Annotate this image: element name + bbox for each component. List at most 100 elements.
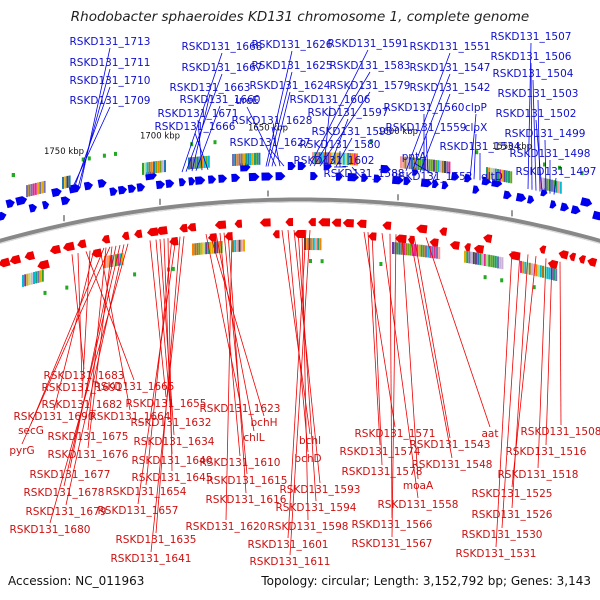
cog-block-outer: [406, 156, 409, 169]
reverse-gene: [449, 241, 460, 250]
cog-block-inner: [394, 242, 397, 255]
reverse-gene-shape: [285, 218, 294, 227]
gene-label-reverse: bchH: [251, 417, 278, 429]
reverse-gene: [214, 220, 227, 230]
reverse-gene: [285, 218, 294, 227]
cog-block-outer: [157, 160, 160, 173]
gene-label-forward-leader: [425, 133, 429, 174]
gene-label-reverse: RSKD131_1682: [42, 399, 123, 411]
forward-gene: [391, 175, 404, 185]
gene-label-forward-leader: [530, 62, 533, 190]
cog-block-inner: [553, 268, 555, 281]
cog-block-inner: [240, 239, 243, 252]
cog-block-outer: [435, 160, 438, 172]
cog-block-outer: [190, 157, 193, 170]
cog-block-outer: [501, 169, 504, 182]
cog-block-inner: [438, 247, 441, 259]
cog-block-inner: [464, 250, 466, 263]
rna-marker: [475, 150, 479, 155]
gene-label-forward-leader: [309, 49, 369, 167]
cog-block-inner: [198, 242, 201, 255]
reverse-gene: [356, 219, 367, 228]
cog-block-outer: [245, 153, 248, 166]
cog-block-outer: [312, 152, 314, 165]
reverse-gene: [169, 237, 179, 246]
forward-gene-shape: [527, 195, 535, 204]
cog-block-outer: [336, 152, 339, 165]
forward-gene: [592, 210, 600, 221]
cog-block-inner: [112, 254, 115, 267]
gene-label-reverse-leader: [21, 246, 111, 445]
cog-block-outer: [142, 162, 144, 175]
gene-label-reverse-leader: [297, 229, 317, 502]
gene-label-forward-leader: [483, 180, 493, 184]
forward-gene-shape: [0, 211, 7, 221]
cog-block-inner: [542, 265, 544, 278]
gene-label-forward: RSKD131_1551: [410, 41, 491, 53]
reverse-gene: [37, 259, 50, 270]
cog-block-outer: [207, 155, 210, 168]
cog-block-inner: [492, 255, 495, 268]
forward-gene: [580, 197, 593, 207]
cog-block-outer: [150, 161, 153, 174]
gene-label-reverse-leader: [363, 231, 396, 428]
reverse-gene-shape: [155, 226, 168, 235]
rna-marker: [320, 259, 324, 264]
gene-label-reverse-leader: [163, 238, 173, 455]
reverse-gene-shape: [179, 223, 188, 233]
cog-block-outer: [349, 153, 352, 166]
cog-block-inner: [488, 254, 491, 267]
rna-marker: [580, 171, 584, 176]
rna-marker: [369, 139, 373, 144]
cog-block-outer: [439, 160, 442, 173]
cog-block-inner: [243, 239, 245, 252]
reverse-gene-shape: [382, 221, 392, 230]
forward-gene: [451, 172, 460, 181]
gene-label-reverse: RSKD131_1635: [116, 534, 197, 546]
reverse-gene-shape: [342, 219, 354, 228]
gene-label-reverse: RSKD131_1526: [472, 509, 553, 521]
forward-gene: [380, 164, 391, 174]
cog-block-outer: [251, 153, 254, 165]
cog-block-inner: [312, 238, 315, 251]
cog-block-outer: [448, 161, 451, 174]
forward-gene-shape: [373, 174, 382, 183]
cog-block-outer: [353, 153, 356, 166]
cog-block-outer: [258, 152, 261, 165]
cog-block-outer: [192, 157, 195, 169]
gene-label-forward: RSKD131_1626: [252, 39, 333, 51]
gene-label-forward-leader: [246, 106, 277, 167]
cog-block-outer: [508, 170, 510, 183]
cog-block-outer: [559, 181, 562, 194]
forward-gene: [194, 176, 206, 185]
gene-label-forward-leader: [351, 166, 365, 181]
map-title: Rhodobacter sphaeroides KD131 chromosome…: [70, 9, 530, 25]
cog-block-inner: [416, 244, 419, 257]
forward-gene-shape: [570, 205, 581, 215]
forward-gene-shape: [60, 196, 71, 206]
forward-gene-shape: [5, 199, 15, 209]
cog-block-inner: [405, 243, 408, 256]
gene-label-reverse-leader: [381, 233, 419, 499]
cog-block-inner: [30, 272, 33, 285]
tick-label: 1750 kbp: [44, 147, 84, 157]
cog-block-inner: [211, 241, 214, 254]
gene-label-reverse-leader: [159, 239, 175, 436]
cog-block-inner: [472, 252, 475, 265]
rna-marker: [379, 262, 383, 266]
forward-gene: [68, 184, 81, 194]
forward-gene-shape: [592, 210, 600, 221]
forward-gene: [297, 161, 307, 171]
cog-block-inner: [483, 254, 486, 266]
cog-block-outer: [490, 167, 493, 180]
gene-label-forward: RSKD131_1503: [498, 88, 579, 100]
gene-label-forward: clpP: [465, 102, 487, 114]
forward-gene-shape: [207, 175, 217, 184]
forward-gene: [248, 172, 260, 182]
reverse-gene-shape: [234, 219, 243, 228]
forward-gene: [207, 175, 217, 184]
cog-block-outer: [444, 161, 446, 173]
gene-label-forward: RSKD131_1559: [386, 122, 467, 134]
gene-label-forward-leader: [267, 71, 293, 167]
reverse-gene-shape: [62, 241, 75, 252]
